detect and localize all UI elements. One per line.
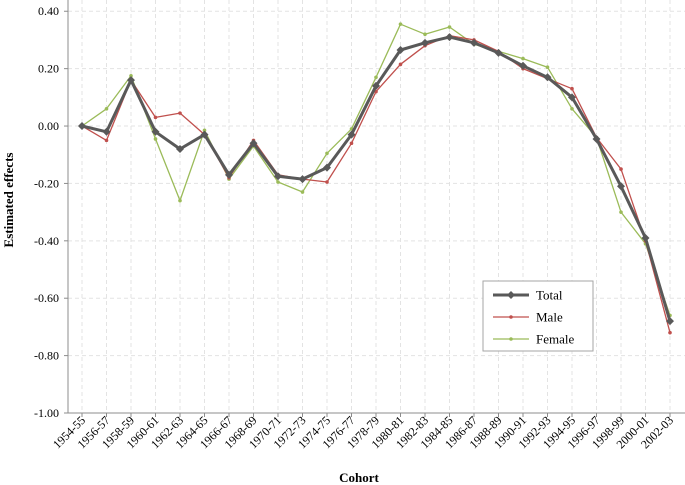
point-female <box>104 107 109 111</box>
y-tick-label: -0.20 <box>34 176 59 190</box>
legend: Total Male Female <box>482 280 594 352</box>
point-female <box>202 128 207 133</box>
point-male <box>178 111 182 115</box>
point-total <box>617 182 625 191</box>
point-total <box>445 33 454 42</box>
point-male <box>349 141 354 146</box>
y-tick-label: -1.00 <box>34 406 59 420</box>
series-lines <box>78 22 674 335</box>
point-total <box>470 38 478 47</box>
point-total <box>641 233 650 242</box>
point-total <box>78 122 86 131</box>
y-tick-label: -0.60 <box>34 291 59 305</box>
y-tick-label: 0.20 <box>38 62 59 76</box>
axes <box>64 0 685 417</box>
point-total <box>225 170 233 179</box>
point-female <box>619 210 623 214</box>
legend-label-total: Total <box>536 288 563 303</box>
point-male <box>570 86 574 91</box>
point-female <box>300 190 305 194</box>
point-total <box>666 317 674 326</box>
x-tick-labels: 1954-551956-571958-591960-611962-631964-… <box>50 413 676 451</box>
y-tick-label: -0.80 <box>34 349 59 363</box>
point-total <box>543 73 552 82</box>
point-female <box>570 107 574 111</box>
point-total <box>372 81 380 90</box>
point-total <box>519 61 527 70</box>
legend-label-male: Male <box>536 310 563 325</box>
legend-marker-male <box>509 315 513 319</box>
point-female <box>521 56 525 61</box>
point-male <box>619 167 623 171</box>
point-female <box>545 65 550 70</box>
y-axis-title: Estimated effects <box>1 153 16 248</box>
point-total <box>274 172 282 181</box>
point-female <box>178 198 182 203</box>
point-total <box>249 139 258 148</box>
point-total <box>298 175 307 184</box>
point-female <box>129 74 133 78</box>
legend-marker-female <box>509 337 513 341</box>
point-female <box>153 137 158 141</box>
point-male <box>325 180 329 184</box>
point-total <box>347 130 356 139</box>
point-female <box>276 180 280 184</box>
point-total <box>151 127 160 136</box>
y-tick-label: 0.00 <box>38 119 59 133</box>
y-tick-labels: 0.40 0.20 0.00 -0.20 -0.40 -0.60 -0.80 -1.00 <box>34 4 59 420</box>
y-tick-label: -0.40 <box>34 234 59 248</box>
point-total <box>592 134 601 143</box>
point-total <box>568 93 576 102</box>
point-total <box>200 130 209 139</box>
legend-marker-total <box>507 291 515 299</box>
point-male <box>668 330 672 335</box>
point-total <box>421 38 429 47</box>
y-tick-label: 0.40 <box>38 4 59 18</box>
x-axis-title: Cohort <box>339 470 379 485</box>
point-total <box>396 45 405 54</box>
point-total <box>176 144 184 153</box>
point-female <box>374 75 378 80</box>
point-total <box>323 163 331 172</box>
point-total <box>127 76 135 85</box>
point-female <box>398 22 403 26</box>
point-male <box>153 115 158 120</box>
point-female <box>447 25 452 29</box>
point-total <box>494 48 503 57</box>
legend-label-female: Female <box>536 332 574 347</box>
point-male <box>104 138 109 143</box>
point-total <box>102 127 111 136</box>
point-female <box>423 32 427 37</box>
point-female <box>325 151 329 156</box>
point-male <box>398 62 403 67</box>
